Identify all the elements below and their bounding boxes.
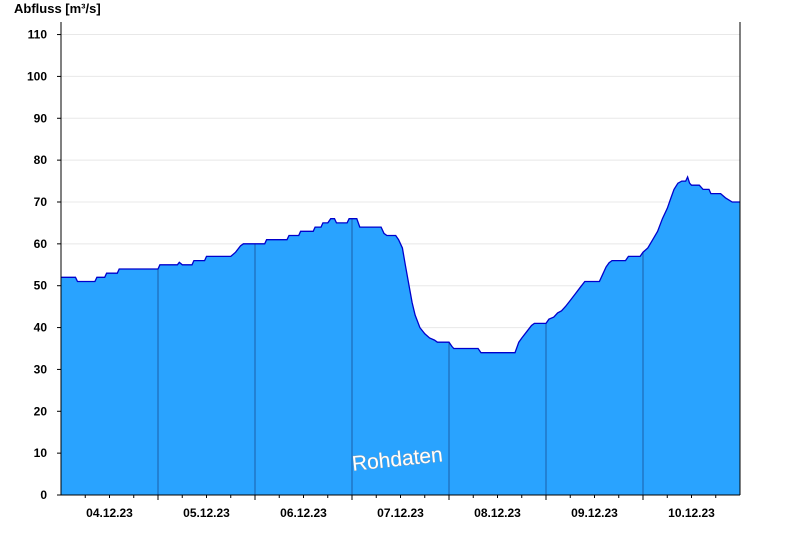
x-tick-label-0: 04.12.23	[86, 506, 133, 520]
x-tick-label-2: 06.12.23	[280, 506, 327, 520]
y-tick-label-10: 100	[27, 69, 47, 83]
y-tick-label-9: 90	[34, 111, 48, 125]
y-tick-label-6: 60	[34, 237, 48, 251]
x-tick-label-5: 09.12.23	[571, 506, 618, 520]
y-tick-label-2: 20	[34, 404, 48, 418]
y-tick-label-0: 0	[40, 488, 47, 502]
y-tick-label-5: 50	[34, 279, 48, 293]
x-tick-label-1: 05.12.23	[183, 506, 230, 520]
y-tick-label-1: 10	[34, 446, 48, 460]
x-tick-label-3: 07.12.23	[377, 506, 424, 520]
y-tick-label-7: 70	[34, 195, 48, 209]
y-axis-title: Abfluss [m³/s]	[14, 1, 101, 16]
y-axis-ticks: 0 10 20 30 40 50 60 70 80 90 100 110	[27, 28, 61, 502]
x-tick-label-4: 08.12.23	[474, 506, 521, 520]
y-tick-label-3: 30	[34, 362, 48, 376]
discharge-line	[61, 175, 740, 354]
y-tick-label-8: 80	[34, 153, 48, 167]
x-tick-label-6: 10.12.23	[668, 506, 715, 520]
day-separator-lines	[157, 218, 644, 495]
x-axis-ticks: 04.12.23 05.12.23 06.12.23 07.12.23 08.12.23…	[84, 495, 717, 520]
y-tick-label-11: 110	[28, 28, 48, 42]
y-tick-label-4: 40	[34, 321, 48, 335]
